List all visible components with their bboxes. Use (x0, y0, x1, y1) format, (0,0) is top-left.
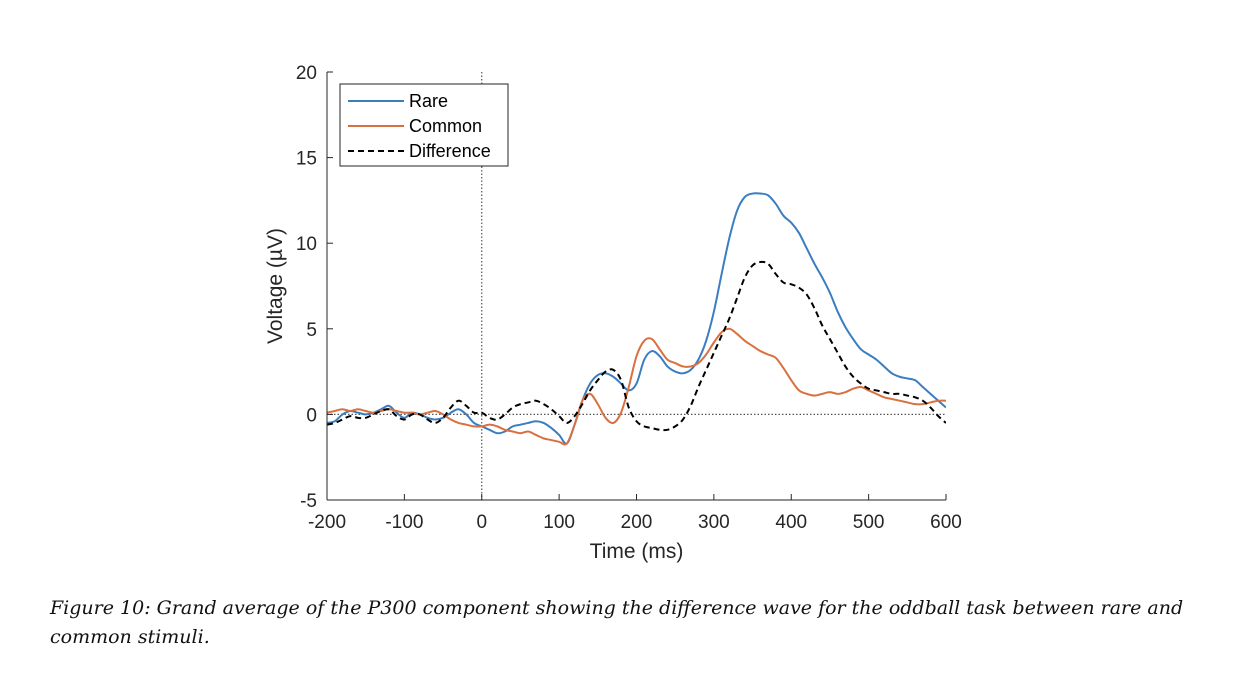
x-tick-label: -100 (385, 512, 423, 533)
y-tick-label: 15 (296, 149, 317, 170)
figure-caption: Figure 10: Grand average of the P300 com… (50, 597, 1184, 648)
x-tick-label: 500 (853, 512, 885, 533)
x-tick-label: 100 (543, 512, 575, 533)
p300-line-chart: -200 -100 0 100 200 300 400 500 600 -5 0 5 10 15 20 Ti… (264, 63, 962, 563)
x-axis-label: Time (ms) (590, 540, 684, 563)
x-tick-label: 600 (930, 512, 962, 533)
series-line-rare (327, 192, 946, 445)
tick-labels: -200 -100 0 100 200 300 400 500 600 -5 0 5 10 15 20 (296, 63, 962, 533)
x-tick-label: 0 (476, 512, 487, 533)
series-layer (327, 192, 946, 446)
series-line-common (327, 327, 946, 446)
y-tick-label: 20 (296, 63, 317, 84)
axes (326, 71, 947, 501)
x-tick-label: 400 (775, 512, 807, 533)
x-tick-label: -200 (308, 512, 346, 533)
legend-label-difference: Difference (409, 141, 491, 161)
legend: Rare Common Difference (339, 83, 509, 167)
x-tick-label: 200 (621, 512, 653, 533)
y-tick-label: 5 (306, 320, 317, 341)
x-tick-label: 300 (698, 512, 730, 533)
series-line-difference (327, 260, 946, 432)
y-tick-label: -5 (300, 491, 317, 512)
y-tick-label: 10 (296, 234, 317, 255)
y-tick-label: 0 (306, 405, 317, 426)
y-axis-label: Voltage (µV) (264, 228, 287, 344)
legend-label-rare: Rare (409, 91, 448, 111)
legend-label-common: Common (409, 116, 482, 136)
